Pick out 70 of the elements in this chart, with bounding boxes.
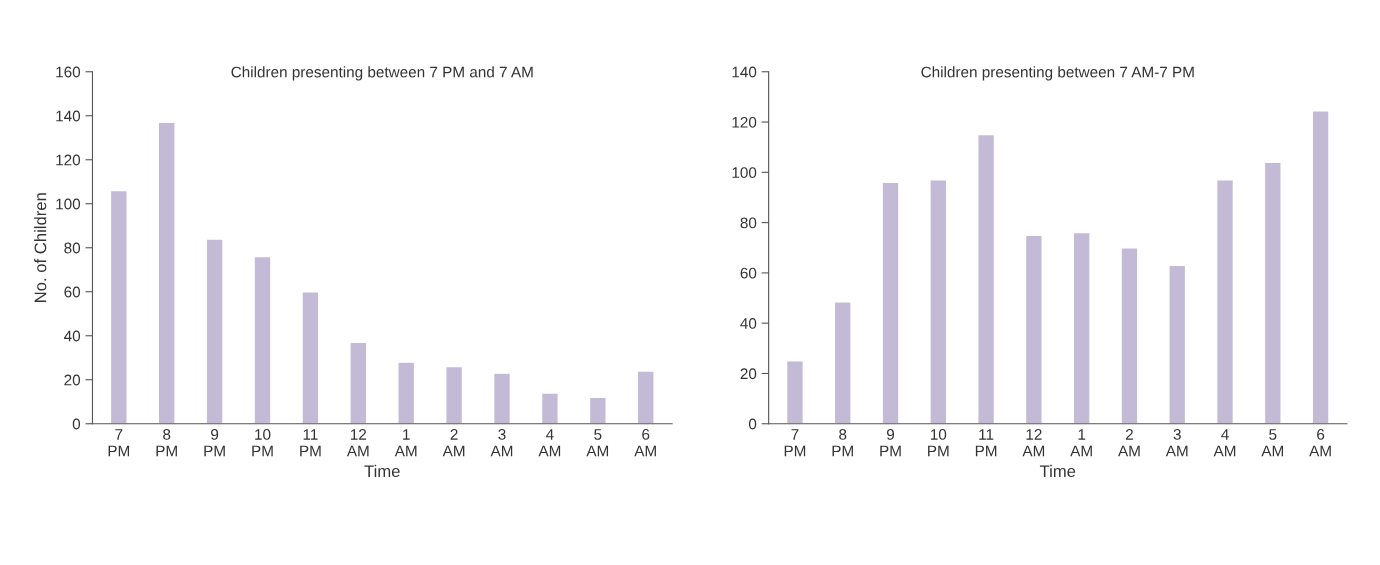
y-tick-label: 140 <box>56 110 81 122</box>
bar <box>445 365 464 424</box>
x-tick-label: 11 PM <box>300 429 321 457</box>
bar <box>1120 247 1139 424</box>
x-tick-label: 4 AM <box>538 429 561 457</box>
bar <box>1311 110 1330 424</box>
x-tick-label: 8 PM <box>832 429 853 457</box>
bar <box>349 341 368 424</box>
bar <box>1168 264 1187 424</box>
bar <box>636 370 655 424</box>
x-axis-title: Time <box>364 464 400 478</box>
x-tick-label: 6 AM <box>1309 429 1331 457</box>
x-tick-label: 6 AM <box>634 429 656 457</box>
x-tick-label: 5 AM <box>586 429 609 457</box>
chart-title: Children presenting between 7 AM-7 PM <box>921 66 1194 81</box>
y-tick-label: 100 <box>732 167 757 179</box>
x-tick-label: 3 AM <box>1165 429 1188 457</box>
x-tick-label: 9 PM <box>204 429 225 457</box>
bar <box>881 181 900 424</box>
x-tick-label: 12 AM <box>346 429 369 457</box>
y-tick-label: 0 <box>72 418 81 430</box>
bar <box>785 360 805 424</box>
x-axis-title: Time <box>1039 464 1076 478</box>
x-tick-label: 4 AM <box>1213 429 1236 457</box>
bar <box>833 301 852 424</box>
y-tick-label: 160 <box>56 66 81 78</box>
y-tick-label: 40 <box>740 318 757 329</box>
y-tick-label: 40 <box>64 330 81 342</box>
y-tick-label: 20 <box>64 374 81 386</box>
y-tick-label: 0 <box>748 418 757 430</box>
y-tick-label: 80 <box>740 217 757 229</box>
bar <box>397 361 416 424</box>
chart-title: Children presenting between 7 PM and 7 AM <box>231 66 533 81</box>
x-tick-label: 2 AM <box>442 429 465 457</box>
bar <box>157 121 176 424</box>
bar <box>540 392 559 424</box>
bar <box>205 238 224 424</box>
x-tick-label: 3 AM <box>490 429 513 457</box>
bar <box>1072 231 1091 424</box>
y-axis-title: No. of Children <box>34 193 47 302</box>
x-tick-label: 1 AM <box>1070 429 1092 457</box>
x-tick-label: 11 PM <box>975 429 997 457</box>
bar <box>253 255 272 424</box>
y-tick-label: 120 <box>56 154 81 166</box>
bar <box>929 179 948 424</box>
y-tick-label: 120 <box>732 116 757 128</box>
x-tick-label: 2 AM <box>1118 429 1140 457</box>
y-tick-label: 60 <box>740 267 757 279</box>
x-tick-label: 8 PM <box>156 429 177 457</box>
bar <box>977 133 996 424</box>
x-tick-label: 5 AM <box>1261 429 1284 457</box>
x-tick-label: 1 AM <box>394 429 417 457</box>
bar <box>301 291 320 424</box>
bar <box>1263 161 1282 424</box>
bar <box>1024 234 1043 424</box>
bar <box>109 189 128 424</box>
x-tick-label: 7 PM <box>108 429 130 457</box>
bar <box>1215 179 1235 424</box>
y-tick-label: 80 <box>64 242 81 254</box>
bar <box>588 396 607 424</box>
bar <box>492 372 512 424</box>
x-tick-label: 10 PM <box>928 429 949 457</box>
y-tick-label: 60 <box>64 286 81 298</box>
x-tick-label: 9 PM <box>880 429 901 457</box>
y-tick-label: 140 <box>732 66 757 78</box>
y-tick-label: 20 <box>740 368 757 380</box>
x-tick-label: 10 PM <box>252 429 273 457</box>
x-tick-label: 12 AM <box>1022 429 1045 457</box>
x-tick-label: 7 PM <box>784 429 806 457</box>
y-tick-label: 100 <box>56 198 81 210</box>
